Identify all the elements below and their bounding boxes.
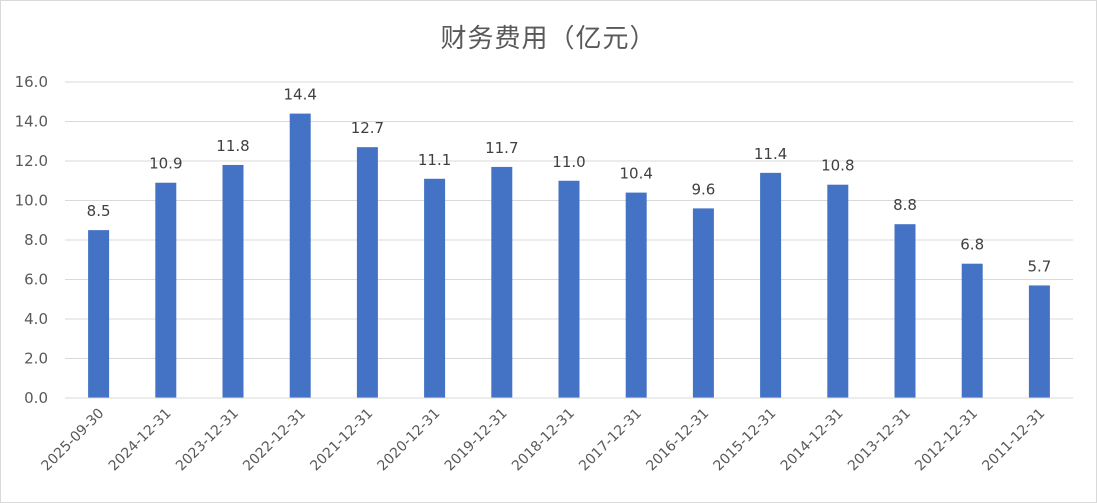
bar: [827, 184, 849, 398]
y-tick-label: 2.0: [24, 350, 48, 368]
data-label: 10.9: [149, 155, 182, 173]
data-label: 8.8: [893, 196, 917, 214]
y-tick-label: 4.0: [24, 310, 48, 328]
data-label: 11.0: [552, 153, 585, 171]
x-tick-label: 2023-12-31: [173, 406, 242, 475]
bar: [289, 113, 311, 398]
x-tick-label: 2024-12-31: [106, 406, 175, 475]
x-tick-label: 2019-12-31: [442, 406, 511, 475]
bar: [692, 208, 714, 398]
y-tick-label: 10.0: [15, 192, 48, 210]
x-tick-label: 2016-12-31: [643, 406, 712, 475]
x-tick-label: 2020-12-31: [375, 406, 444, 475]
y-tick-label: 14.0: [15, 113, 48, 131]
bar: [894, 224, 916, 398]
x-tick-label: 2017-12-31: [576, 406, 645, 475]
bar: [356, 147, 378, 398]
y-tick-label: 0.0: [24, 389, 48, 407]
x-tick-label: 2014-12-31: [778, 406, 847, 475]
data-label: 11.8: [216, 137, 249, 155]
data-label: 8.5: [87, 202, 111, 220]
bar: [222, 164, 244, 398]
y-tick-label: 6.0: [24, 271, 48, 289]
bar: [155, 182, 177, 398]
x-tick-label: 2025-09-30: [39, 406, 108, 475]
data-label: 12.7: [351, 119, 384, 137]
chart-title: 财务费用（亿元）: [440, 24, 657, 54]
data-label: 11.1: [418, 151, 451, 169]
x-tick-label: 2012-12-31: [912, 406, 981, 475]
bar: [760, 172, 782, 398]
bar: [491, 166, 513, 398]
x-tick-label: 2022-12-31: [240, 406, 309, 475]
data-label: 11.4: [754, 145, 787, 163]
data-label: 5.7: [1027, 257, 1051, 275]
bar: [558, 180, 580, 398]
data-label: 10.8: [821, 157, 854, 175]
data-label: 6.8: [960, 236, 984, 254]
x-tick-label: 2013-12-31: [845, 406, 914, 475]
x-tick-label: 2018-12-31: [509, 406, 578, 475]
x-tick-label: 2015-12-31: [711, 406, 780, 475]
x-tick-label: 2021-12-31: [307, 406, 376, 475]
bar: [961, 263, 983, 398]
y-tick-label: 16.0: [15, 73, 48, 91]
data-label: 10.4: [619, 165, 652, 183]
bar: [1028, 285, 1050, 398]
data-label: 14.4: [283, 86, 316, 104]
x-tick-label: 2011-12-31: [979, 406, 1048, 475]
bar: [88, 230, 110, 398]
bar: [424, 178, 446, 398]
data-label: 9.6: [691, 180, 715, 198]
data-label: 11.7: [485, 139, 518, 157]
bar: [625, 192, 647, 398]
y-tick-label: 12.0: [15, 152, 48, 170]
y-tick-label: 8.0: [24, 231, 48, 249]
